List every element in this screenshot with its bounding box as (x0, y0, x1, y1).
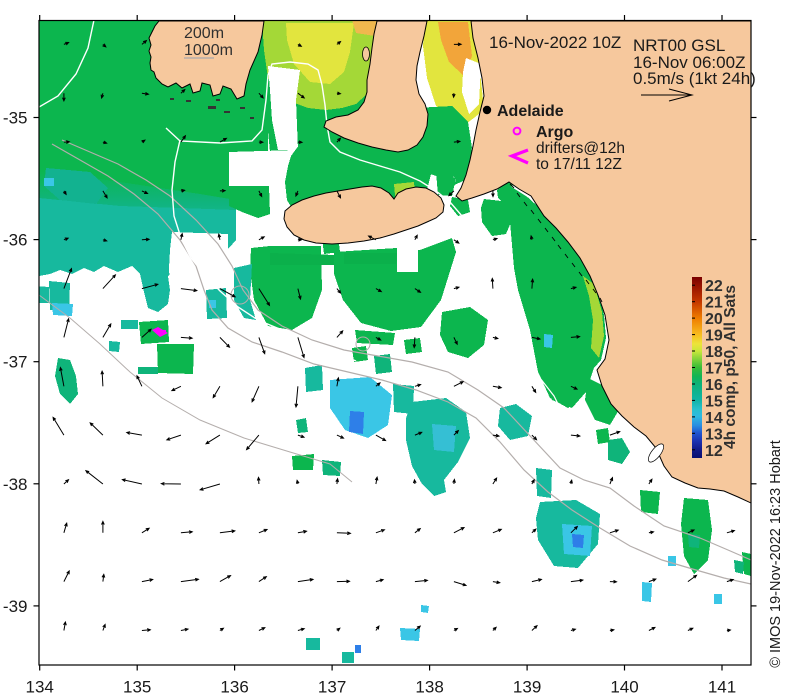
svg-text:20: 20 (705, 311, 723, 328)
svg-text:16-Nov 06:00Z: 16-Nov 06:00Z (633, 53, 745, 72)
svg-text:-37: -37 (3, 353, 28, 372)
svg-text:14: 14 (705, 410, 723, 427)
svg-text:135: 135 (123, 678, 151, 697)
svg-text:16-Nov-2022 10Z: 16-Nov-2022 10Z (489, 33, 621, 52)
svg-text:1000m: 1000m (184, 42, 233, 59)
svg-text:140: 140 (610, 678, 638, 697)
svg-text:19: 19 (705, 328, 723, 345)
svg-text:NRT00 GSL: NRT00 GSL (633, 36, 725, 55)
svg-text:-38: -38 (3, 475, 28, 494)
svg-text:141: 141 (708, 678, 736, 697)
svg-text:-39: -39 (3, 597, 28, 616)
svg-text:-35: -35 (3, 109, 28, 128)
svg-text:drifters@12h: drifters@12h (536, 140, 625, 157)
svg-text:Argo: Argo (536, 124, 574, 141)
svg-text:16: 16 (705, 377, 723, 394)
svg-text:15: 15 (705, 393, 723, 410)
svg-text:200m: 200m (184, 25, 224, 42)
svg-text:to 17/11 12Z: to 17/11 12Z (536, 156, 622, 173)
svg-text:17: 17 (705, 361, 723, 378)
svg-text:18: 18 (705, 344, 723, 361)
svg-text:137: 137 (318, 678, 346, 697)
svg-text:© IMOS 19-Nov-2022 16:23 Hobar: © IMOS 19-Nov-2022 16:23 Hobart (768, 440, 784, 668)
svg-text:13: 13 (705, 426, 723, 443)
svg-text:138: 138 (415, 678, 443, 697)
svg-text:4h comp, p50, All Sats: 4h comp, p50, All Sats (722, 285, 739, 449)
svg-text:139: 139 (513, 678, 541, 697)
svg-text:12: 12 (705, 443, 723, 460)
svg-text:-36: -36 (3, 231, 28, 250)
svg-text:134: 134 (26, 678, 54, 697)
svg-text:22: 22 (705, 278, 723, 295)
svg-text:0.5m/s (1kt 24h): 0.5m/s (1kt 24h) (633, 69, 756, 88)
svg-text:Adelaide: Adelaide (497, 103, 564, 120)
svg-text:136: 136 (220, 678, 248, 697)
svg-text:21: 21 (705, 295, 723, 312)
